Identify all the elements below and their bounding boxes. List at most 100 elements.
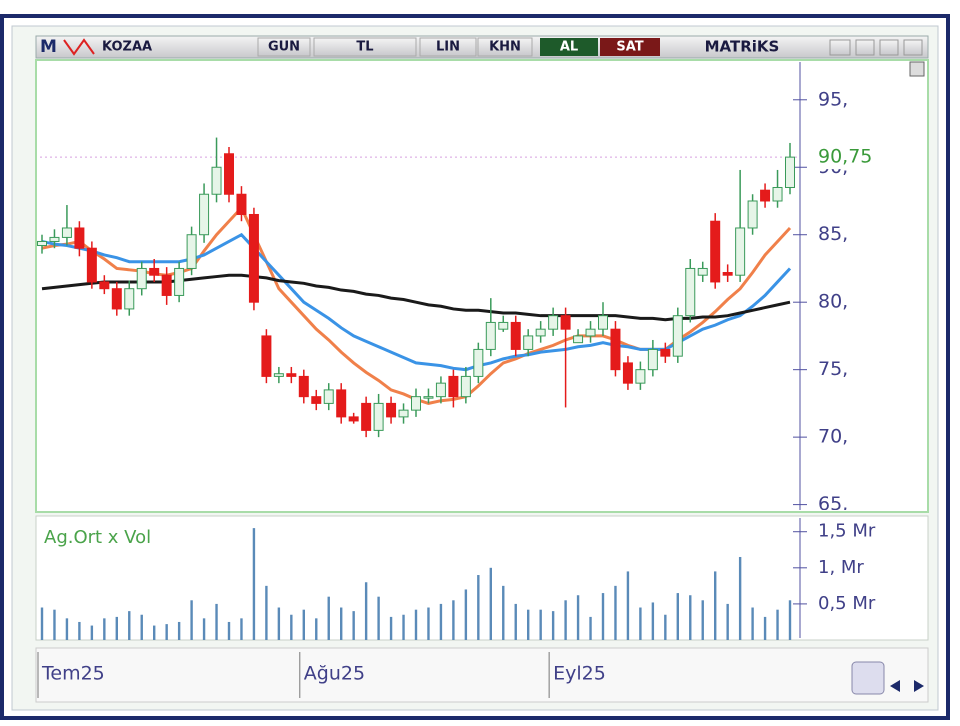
candle-body — [161, 274, 172, 296]
candle-body — [37, 240, 47, 247]
volume-bar — [664, 614, 667, 640]
volume-bar — [277, 607, 281, 640]
candle-body — [622, 362, 633, 384]
window-button[interactable] — [879, 39, 899, 56]
volume-bar — [477, 575, 480, 640]
window-button[interactable] — [855, 39, 875, 56]
volume-panel — [35, 515, 929, 641]
candle-body — [772, 186, 783, 202]
button-bg[interactable] — [477, 37, 533, 57]
candle-body — [348, 416, 359, 422]
candle-body — [61, 227, 72, 238]
volume-bar — [78, 621, 81, 640]
volume-bar — [589, 616, 592, 640]
candle-body — [99, 281, 110, 290]
candle-body — [610, 328, 621, 371]
volume-bar — [364, 582, 368, 640]
candle-body — [336, 389, 347, 418]
volume-bar — [651, 602, 655, 640]
candle-body — [386, 402, 397, 418]
refresh-button[interactable] — [851, 661, 885, 695]
x-tick-label: Ağu25 — [304, 663, 365, 685]
candle-body — [398, 409, 409, 418]
symbol[interactable]: KOZAA — [102, 40, 152, 55]
button[interactable]: LIN — [436, 40, 460, 55]
button[interactable]: GUN — [268, 40, 300, 55]
sell-bg[interactable] — [600, 38, 660, 56]
buy-button[interactable]: AL — [560, 40, 578, 55]
candle-body — [685, 267, 696, 317]
volume-bar — [738, 556, 742, 640]
candle-body — [460, 375, 471, 398]
volume-bar — [701, 600, 704, 640]
logo: M — [40, 37, 57, 57]
candle-body — [149, 267, 160, 276]
panel-button[interactable] — [909, 61, 925, 77]
candle-body — [473, 348, 484, 377]
candle-body — [560, 315, 571, 330]
volume-title: Ag.Ort x Vol — [44, 527, 151, 548]
y-tick-label: 70, — [818, 426, 848, 448]
button-bg[interactable] — [257, 37, 311, 57]
volume-bar — [128, 611, 131, 640]
candle-body — [199, 193, 210, 236]
volume-bar — [190, 600, 193, 640]
y-tick-label: 80, — [818, 291, 848, 313]
volume-bar — [327, 596, 330, 640]
buy-bg[interactable] — [540, 38, 598, 56]
volume-bar — [489, 567, 492, 640]
candle-body — [435, 382, 446, 398]
volume-bar — [514, 603, 517, 640]
sell-button[interactable]: SAT — [616, 40, 643, 55]
button[interactable]: KHN — [489, 40, 521, 55]
volume-bar — [714, 571, 717, 640]
candle-body — [136, 267, 147, 290]
volume-bar — [601, 593, 605, 640]
volume-bar — [53, 609, 56, 640]
volume-bar — [115, 616, 118, 640]
volume-bar — [302, 609, 305, 640]
window-button[interactable] — [903, 39, 923, 56]
button-bg[interactable] — [419, 37, 477, 57]
candle-body — [635, 369, 646, 384]
candle-body — [573, 335, 584, 344]
candle-body — [86, 247, 97, 283]
candle-body — [498, 321, 509, 330]
volume-bar — [564, 600, 567, 640]
button[interactable]: TL — [356, 40, 373, 55]
volume-bar — [689, 595, 692, 640]
candle-body — [672, 315, 683, 357]
volume-bar — [751, 607, 754, 640]
time-axis-bar — [35, 647, 929, 703]
volume-bar — [402, 614, 405, 640]
volume-bar — [153, 625, 156, 640]
volume-bar — [177, 621, 181, 640]
window-button[interactable] — [829, 39, 851, 56]
volume-bar — [776, 609, 779, 640]
volume-bar — [40, 607, 44, 640]
volume-bar — [202, 618, 206, 640]
candle-body — [211, 166, 222, 195]
toolbar: M KOZAA GUN TL LIN KHN AL SAT MATRiKS — [35, 35, 929, 59]
volume-bar — [227, 621, 231, 640]
volume-bar — [414, 609, 418, 640]
candle-body — [286, 373, 297, 377]
volume-bar — [551, 611, 555, 640]
volume-bar — [377, 596, 380, 640]
volume-bar — [140, 614, 143, 640]
volume-tick-label: 1,5 Mr — [818, 521, 876, 542]
button-bg[interactable] — [313, 37, 417, 57]
y-tick-label: 65, — [818, 493, 848, 515]
volume-bar — [676, 593, 679, 640]
volume-bar — [352, 611, 355, 640]
candle-body — [186, 234, 197, 269]
candle-body — [548, 315, 559, 330]
candle-body — [224, 153, 234, 195]
candle-body — [697, 267, 708, 276]
scroll-buttons[interactable] — [890, 680, 924, 692]
candle-body — [74, 227, 85, 249]
brand: MATRiKS — [705, 38, 780, 56]
volume-bar — [65, 618, 69, 640]
candle-body — [273, 373, 284, 377]
volume-bar — [240, 618, 243, 640]
